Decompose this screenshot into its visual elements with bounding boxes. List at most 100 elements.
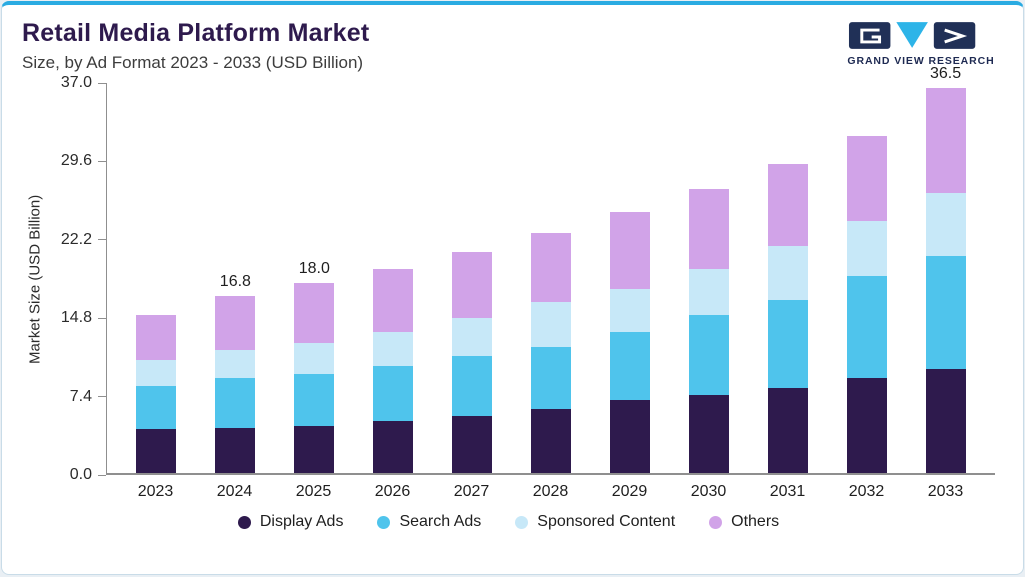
x-tick-label: 2029 [611, 483, 648, 500]
bar-segment [767, 300, 808, 388]
bar-segment [688, 268, 729, 315]
bar-group-2025: 18.0 [275, 83, 354, 473]
plot-column: 16.8 18.0 36.5 2023 2024 2025 2026 2027 2028 202… [106, 65, 995, 501]
legend-item: Search Ads [377, 513, 481, 531]
stacked-bar-2025 [294, 283, 335, 473]
stacked-bar-2029 [609, 211, 650, 473]
y-tick: 37.0 [61, 74, 106, 92]
legend-dot-icon [515, 515, 529, 529]
bar-segment [609, 400, 650, 473]
bar-group-2026 [354, 83, 433, 473]
bar-segment [215, 349, 256, 379]
bar-segment [925, 255, 966, 369]
bar-segment [767, 164, 808, 247]
logo-mark-icon [848, 22, 976, 49]
y-tick: 14.8 [61, 309, 106, 327]
bar-segment [294, 343, 335, 374]
legend-dot-icon [377, 515, 391, 529]
x-tick-label: 2030 [690, 483, 727, 500]
bar-segment [530, 302, 571, 347]
y-tick-label: 22.2 [60, 230, 92, 248]
bar-segment [530, 232, 571, 303]
bar-segment [609, 211, 650, 289]
x-tick-label: 2024 [216, 483, 253, 500]
bar-segment [373, 268, 414, 332]
bar-segment [136, 385, 177, 429]
legend-label: Display Ads [259, 513, 344, 530]
bar-segment [294, 283, 335, 344]
bar-group-2023 [117, 83, 196, 473]
y-tick-mark [98, 82, 106, 84]
bar-group-2028 [512, 83, 591, 473]
bar-segment [688, 395, 729, 473]
stacked-bar-2028 [530, 232, 571, 473]
y-tick-mark [98, 396, 106, 398]
bar-segment [294, 373, 335, 426]
legend-label: Others [731, 513, 780, 530]
header: Retail Media Platform Market Size, by Ad… [22, 19, 995, 73]
bar-segment [136, 360, 177, 386]
legend-dot-icon [237, 515, 251, 529]
bar-segment [609, 288, 650, 332]
bar-groups: 16.8 18.0 36.5 [107, 65, 995, 473]
brand-name: GRAND VIEW RESEARCH [847, 55, 995, 67]
y-tick-mark [98, 160, 106, 162]
x-tick-label: 2025 [295, 483, 332, 500]
y-axis-title: Market Size (USD Billion) [26, 194, 44, 364]
bar-segment [609, 331, 650, 401]
bar-segment [767, 246, 808, 301]
bar-segment [846, 275, 887, 379]
y-tick-label: 7.4 [69, 387, 92, 405]
x-tick-label: 2028 [532, 483, 569, 500]
bar-segment [136, 314, 177, 361]
y-tick: 7.4 [70, 388, 106, 406]
bar-segment [215, 427, 256, 473]
y-tick-mark [98, 239, 106, 241]
bar-segment [373, 421, 414, 473]
x-tick-label: 2033 [927, 483, 964, 500]
bar-segment [136, 428, 177, 473]
bar-segment [925, 192, 966, 256]
bar-group-2033: 36.5 [906, 65, 985, 473]
bar-segment [215, 295, 256, 350]
legend-label: Sponsored Content [537, 513, 676, 530]
bar-segment [846, 378, 887, 473]
stacked-bar-2026 [373, 268, 414, 473]
bar-segment [688, 314, 729, 395]
x-tick-label: 2026 [374, 483, 411, 500]
page-title: Retail Media Platform Market [22, 19, 370, 47]
y-tick-label: 37.0 [60, 74, 92, 91]
bar-segment [767, 387, 808, 473]
y-tick-mark [98, 474, 106, 476]
x-tick-label: 2032 [848, 483, 885, 500]
bar-segment [373, 365, 414, 422]
bar-value-label: 16.8 [219, 272, 251, 290]
chart-subtitle: Size, by Ad Format 2023 - 2033 (USD Bill… [22, 53, 364, 72]
legend-item: Display Ads [237, 513, 344, 531]
bar-segment [452, 318, 493, 356]
bar-segment [530, 346, 571, 409]
legend-item: Others [709, 513, 779, 531]
title-block: Retail Media Platform Market Size, by Ad… [22, 19, 369, 73]
bar-segment [452, 356, 493, 417]
x-tick-label: 2023 [137, 483, 174, 500]
bar-group-2029 [590, 83, 669, 473]
stacked-bar-2033 [925, 88, 966, 473]
y-tick: 0.0 [70, 466, 106, 484]
bar-segment [688, 189, 729, 269]
y-axis: 0.0 7.4 14.8 22.2 29.6 37.0 [48, 74, 106, 483]
stacked-bar-2032 [846, 135, 887, 473]
bar-segment [530, 408, 571, 473]
x-tick-label: 2027 [453, 483, 490, 500]
plot-area: 16.8 18.0 36.5 [106, 65, 995, 475]
bar-group-2027 [433, 83, 512, 473]
bar-value-label: 36.5 [929, 65, 962, 83]
x-axis-labels: 2023 2024 2025 2026 2027 2028 2029 2030 2031 2032… [106, 483, 995, 501]
bar-segment [215, 378, 256, 428]
stacked-bar-2030 [688, 189, 729, 473]
y-tick-label: 14.8 [60, 309, 92, 327]
x-tick-label: 2031 [769, 483, 806, 500]
bar-segment [452, 251, 493, 319]
y-tick: 29.6 [61, 152, 106, 170]
